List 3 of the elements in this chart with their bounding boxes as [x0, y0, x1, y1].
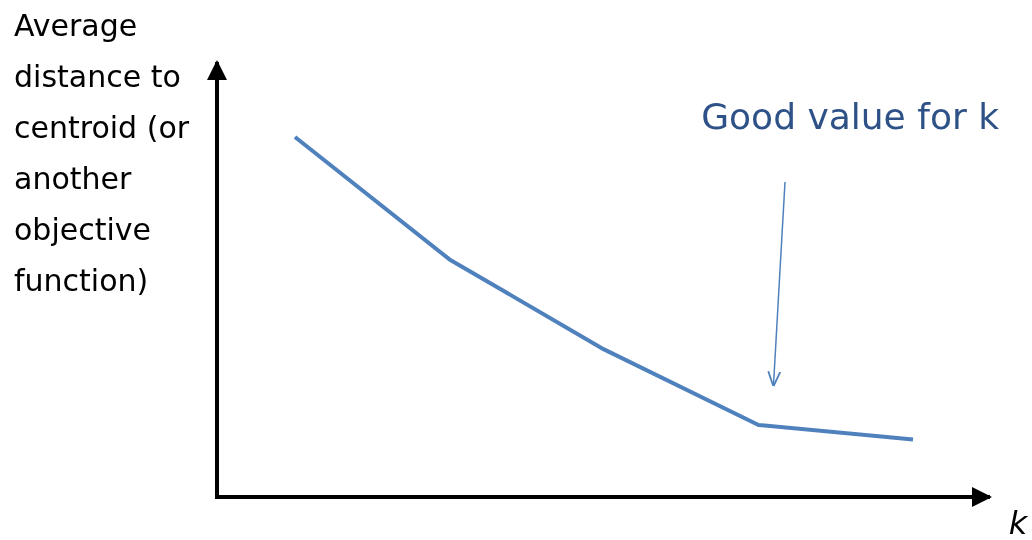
x-axis-title: k [1008, 504, 1029, 540]
y-axis-title: Average distance to centroid (or another objective function) [14, 8, 190, 298]
annotation: Good value for k [701, 96, 1000, 137]
